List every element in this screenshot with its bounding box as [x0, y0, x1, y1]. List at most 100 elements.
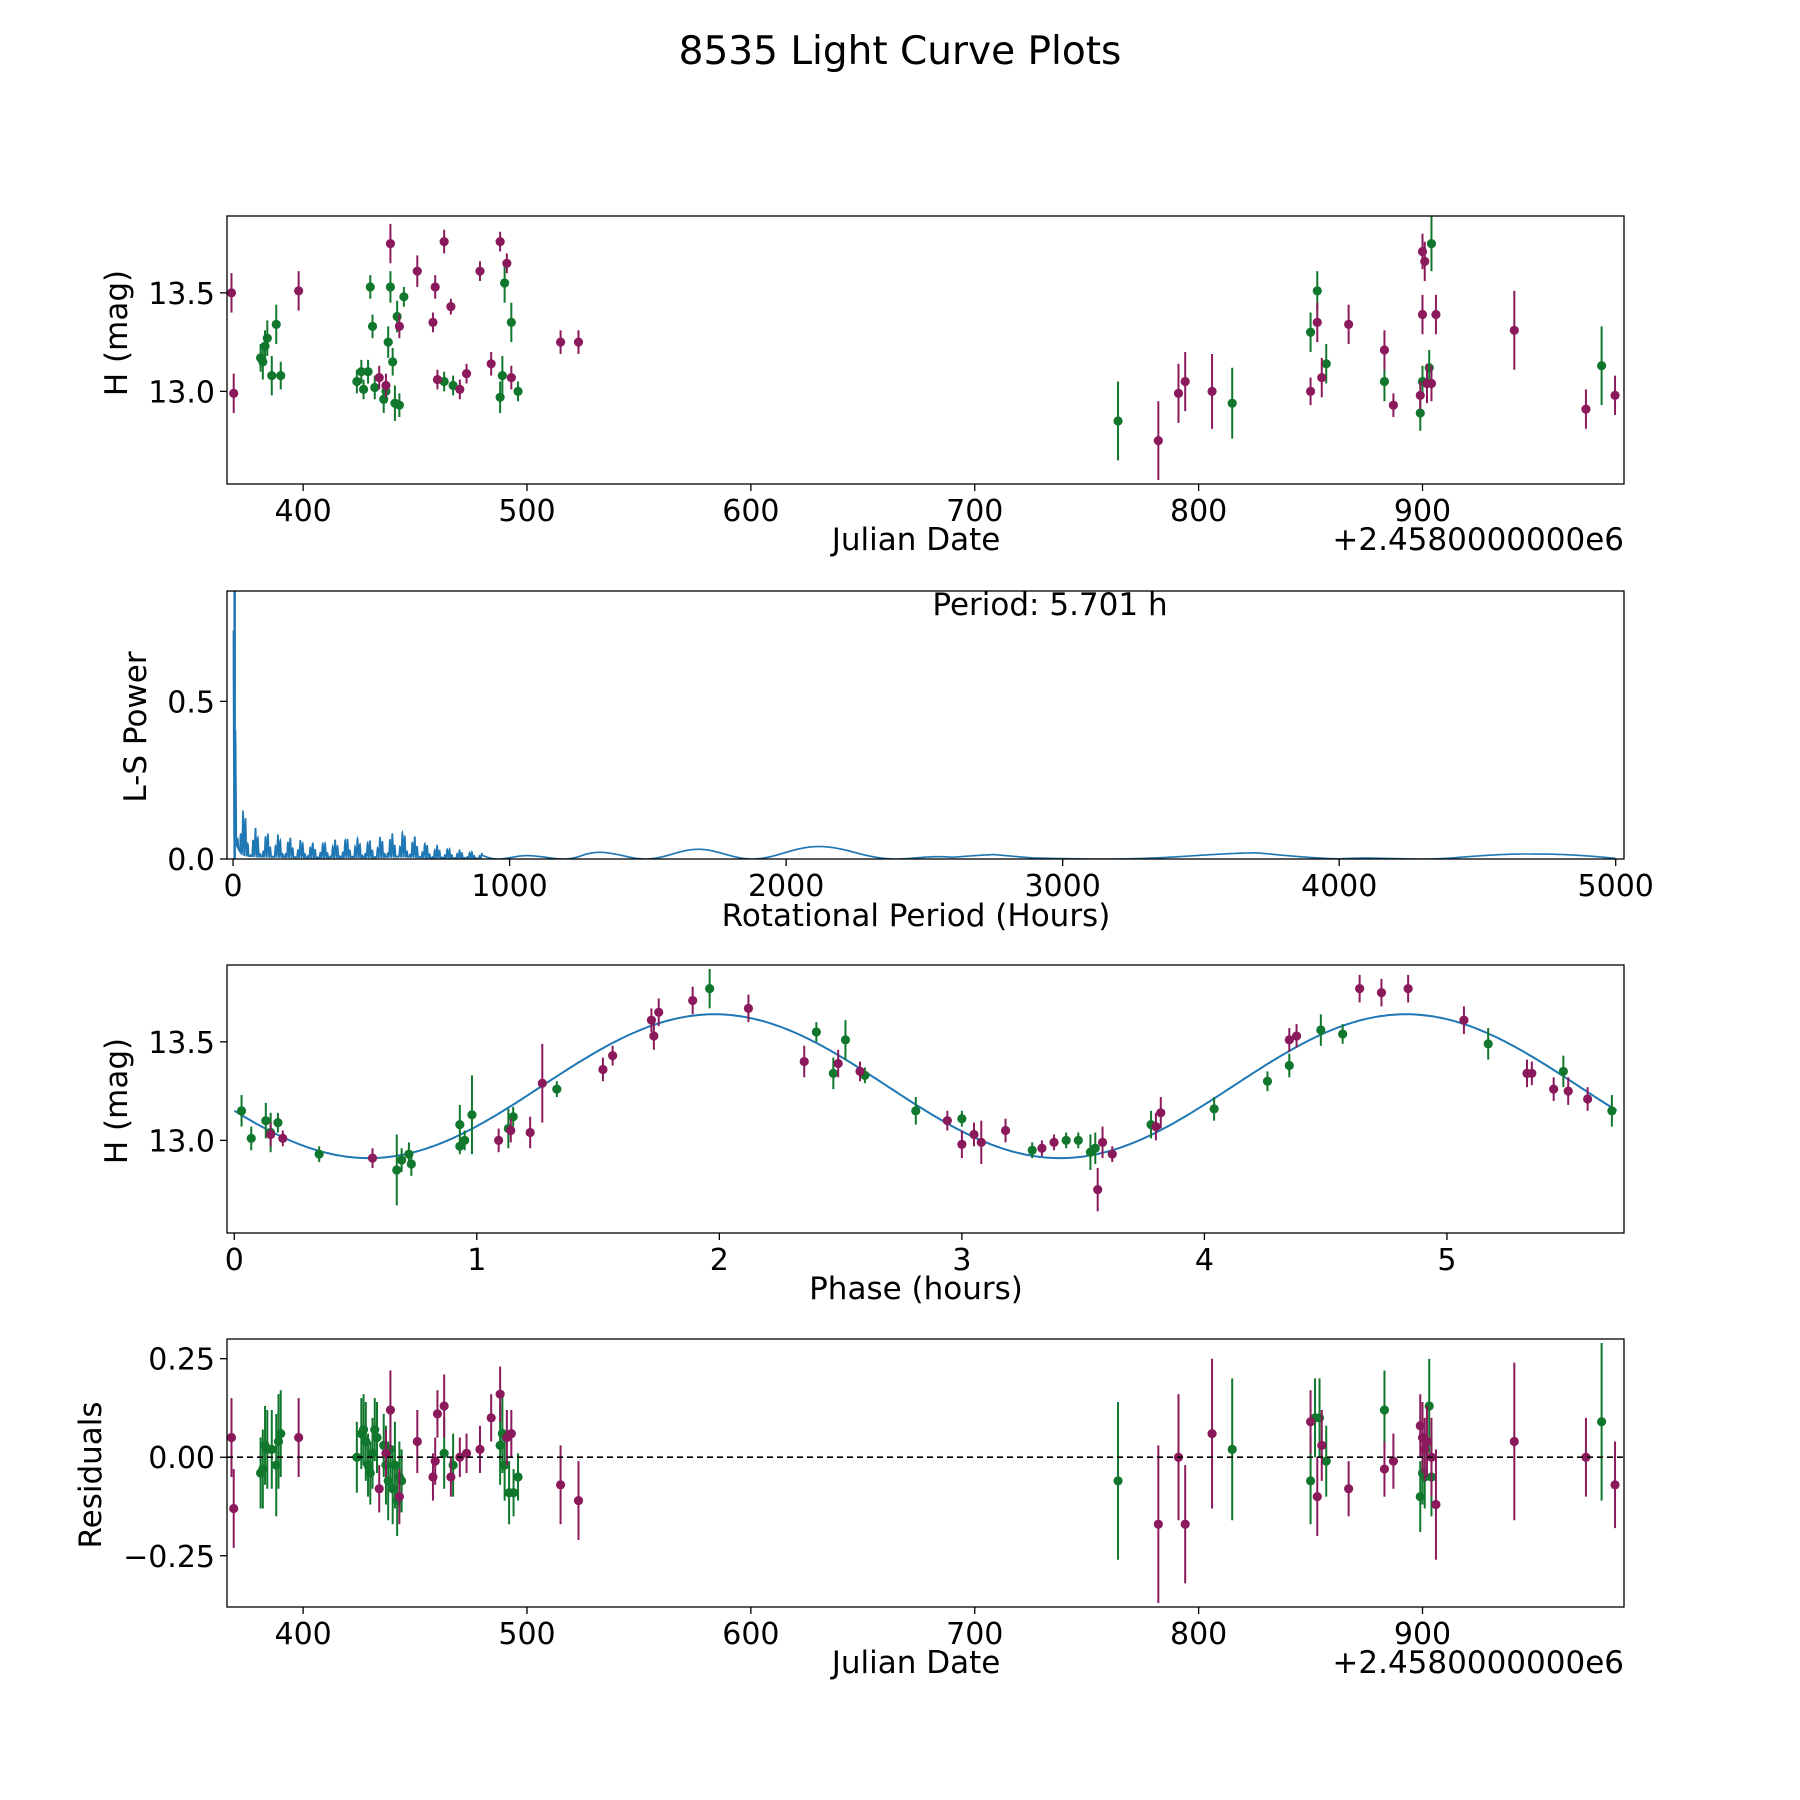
- data-point: [394, 321, 404, 331]
- data-point: [811, 1027, 821, 1037]
- data-point: [1388, 400, 1399, 410]
- phased-panel: Phase (hours) H (mag) 0 1 2 3 4 5 13.0 13.5: [99, 964, 1625, 1307]
- data-point: [1156, 1108, 1166, 1118]
- lightcurve-xtick-label: 400: [274, 494, 331, 529]
- data-point: [1509, 325, 1519, 335]
- data-point: [495, 1389, 505, 1399]
- phased-xtick-label: 4: [1195, 1243, 1214, 1278]
- data-point: [236, 1106, 247, 1116]
- data-point: [497, 371, 507, 381]
- data-point: [430, 1456, 440, 1466]
- data-point: [486, 359, 496, 369]
- data-point: [1227, 1444, 1237, 1454]
- periodogram-annotation: Period: 5.701 h: [932, 587, 1167, 623]
- data-point: [1379, 376, 1390, 387]
- data-point: [495, 237, 505, 247]
- data-point: [555, 337, 566, 347]
- lightcurve-frame: [226, 215, 1625, 485]
- data-point: [1376, 987, 1387, 998]
- residuals-xtick-label: 900: [1394, 1617, 1451, 1652]
- lightcurve-xlabel: Julian Date: [830, 522, 1001, 558]
- data-point: [1379, 345, 1390, 355]
- data-point: [969, 1129, 979, 1140]
- data-point: [976, 1137, 986, 1147]
- data-point: [1061, 1135, 1071, 1145]
- data-point: [1207, 1428, 1217, 1439]
- data-point: [1338, 1029, 1348, 1039]
- data-point: [432, 374, 443, 385]
- series-purple: [227, 223, 1620, 481]
- data-point: [1563, 1086, 1573, 1096]
- data-point: [374, 1484, 384, 1494]
- data-point: [573, 337, 584, 347]
- data-point: [555, 1480, 566, 1490]
- lightcurve-xtick-label: 600: [722, 494, 779, 529]
- data-point: [439, 1448, 449, 1458]
- data-point: [1227, 398, 1237, 408]
- data-point: [374, 372, 384, 383]
- data-point: [439, 1401, 449, 1411]
- data-point: [381, 1448, 391, 1458]
- data-point: [506, 1428, 516, 1439]
- data-point: [1344, 1484, 1354, 1494]
- data-point: [1321, 1456, 1331, 1466]
- phased-xtick-label: 0: [225, 1243, 244, 1278]
- residuals-xtick-label: 500: [498, 1617, 555, 1652]
- data-point: [502, 258, 512, 268]
- data-point: [1107, 1149, 1117, 1159]
- periodogram-xlabel: Rotational Period (Hours): [722, 898, 1111, 934]
- data-point: [649, 1031, 659, 1041]
- phased-ytick-label: 13.5: [148, 1026, 215, 1061]
- residuals-frame: [226, 1338, 1625, 1608]
- data-point: [654, 1007, 664, 1017]
- series-purple: [266, 974, 1593, 1212]
- data-point: [383, 337, 393, 347]
- data-point: [271, 319, 281, 329]
- data-point: [455, 1120, 465, 1130]
- data-point: [1610, 390, 1620, 400]
- data-point: [428, 317, 438, 328]
- data-point: [367, 321, 378, 331]
- data-point: [573, 1495, 584, 1506]
- data-point: [372, 1432, 382, 1443]
- data-point: [394, 400, 404, 410]
- data-point: [267, 371, 277, 381]
- data-point: [1597, 361, 1607, 371]
- data-point: [227, 288, 237, 298]
- data-point: [276, 1428, 286, 1439]
- data-point: [828, 1068, 838, 1078]
- phased-frame: [226, 964, 1625, 1234]
- data-point: [455, 384, 465, 395]
- data-point: [1597, 1417, 1607, 1427]
- data-point: [314, 1149, 324, 1159]
- data-point: [1379, 1464, 1390, 1474]
- data-point: [1426, 378, 1437, 389]
- data-point: [1073, 1135, 1083, 1145]
- data-point: [475, 1444, 485, 1454]
- data-point: [381, 380, 391, 391]
- plot-area: [227, 1342, 1624, 1604]
- phased-ytick-label: 13.0: [148, 1124, 215, 1159]
- data-point: [1558, 1066, 1568, 1077]
- figure-title: 8535 Light Curve Plots: [679, 29, 1122, 74]
- data-point: [1581, 1452, 1591, 1462]
- data-point: [608, 1051, 618, 1061]
- data-point: [1431, 1499, 1441, 1510]
- data-point: [352, 376, 362, 387]
- data-point: [412, 266, 422, 276]
- plot-area: [233, 968, 1618, 1212]
- data-point: [229, 388, 239, 398]
- data-point: [1305, 1417, 1316, 1427]
- data-point: [552, 1084, 562, 1094]
- data-point: [743, 1003, 754, 1013]
- data-point: [467, 1110, 477, 1120]
- data-point: [855, 1066, 865, 1077]
- periodogram-panel: Period: 5.701 h Rotational Period (Hours…: [118, 587, 1654, 934]
- residuals-ytick-label: −0.25: [123, 1540, 215, 1575]
- periodogram-frame: [226, 590, 1625, 860]
- data-point: [475, 266, 485, 276]
- data-point: [688, 995, 698, 1006]
- residuals-ytick-label: 0.00: [148, 1441, 215, 1476]
- data-point: [446, 1472, 456, 1482]
- plot-area: [232, 591, 1616, 859]
